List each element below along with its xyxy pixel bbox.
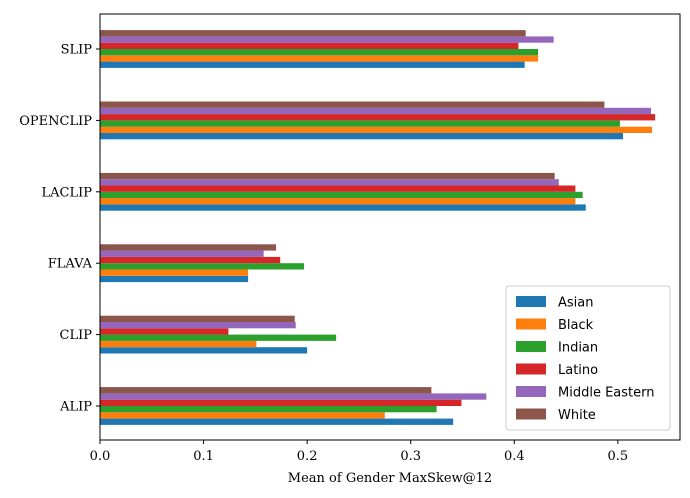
bar-alip-white xyxy=(100,387,432,394)
bar-laclip-latino xyxy=(100,185,576,192)
bar-flava-latino xyxy=(100,256,281,264)
x-axis-label: Mean of Gender MaxSkew@12 xyxy=(288,471,492,486)
legend-label: Indian xyxy=(558,341,598,356)
legend-swatch xyxy=(516,363,546,375)
y-axis: SLIP OPENCLIP LACLIP FLAVA CLIP ALIP xyxy=(19,43,100,415)
bar-flava-white xyxy=(100,244,277,251)
y-tick-label: FLAVA xyxy=(48,257,93,272)
legend: Asian Black Indian Latino Middle Eastern Whit… xyxy=(505,285,671,431)
bar-alip-middle-eastern xyxy=(100,393,487,400)
legend-label: Middle Eastern xyxy=(558,386,654,401)
bar-laclip-indian xyxy=(100,191,583,199)
bar-clip-asian xyxy=(100,347,308,354)
x-tick-label: 0.1 xyxy=(193,449,214,464)
y-tick-label: ALIP xyxy=(59,400,92,415)
plot-frame xyxy=(99,13,681,441)
x-tick-label: 0.0 xyxy=(90,449,111,464)
y-tick-label: CLIP xyxy=(60,328,93,343)
bar-openclip-black xyxy=(100,126,653,133)
bar-laclip-middle-eastern xyxy=(100,179,559,186)
bar-clip-black xyxy=(100,340,257,348)
bar-slip-indian xyxy=(100,49,539,56)
bar-slip-white xyxy=(100,30,526,37)
x-tick-label: 0.4 xyxy=(504,449,525,464)
x-tick-label: 0.5 xyxy=(608,449,629,464)
bar-alip-latino xyxy=(100,399,462,406)
bar-laclip-white xyxy=(100,172,555,180)
bar-clip-white xyxy=(100,315,295,322)
bar-openclip-indian xyxy=(100,120,620,127)
bar-laclip-asian xyxy=(100,204,586,211)
y-tick-label: LACLIP xyxy=(42,185,93,200)
bar-slip-latino xyxy=(100,42,519,49)
x-tick-label: 0.3 xyxy=(400,449,421,464)
legend-swatch xyxy=(516,386,546,397)
legend-label: Black xyxy=(558,318,594,333)
legend-box xyxy=(505,285,671,431)
bar-alip-indian xyxy=(100,406,437,413)
bar-openclip-asian xyxy=(100,133,624,140)
bar-clip-middle-eastern xyxy=(100,322,296,329)
x-axis: 0.0 0.1 0.2 0.3 0.4 0.5 xyxy=(90,440,629,464)
legend-label: Asian xyxy=(558,296,593,311)
bar-flava-indian xyxy=(100,263,305,270)
legend-swatch xyxy=(516,318,546,330)
bar-clip-latino xyxy=(100,328,229,335)
bar-slip-middle-eastern xyxy=(100,36,554,43)
y-tick-label: SLIP xyxy=(61,43,93,58)
bar-alip-asian xyxy=(100,418,454,425)
x-tick-label: 0.2 xyxy=(297,449,318,464)
bars-layer xyxy=(100,30,656,425)
bar-slip-asian xyxy=(100,61,525,68)
y-tick-label: OPENCLIP xyxy=(19,114,92,129)
bar-flava-black xyxy=(100,269,249,276)
bar-openclip-middle-eastern xyxy=(100,107,651,115)
bar-openclip-white xyxy=(100,101,605,108)
bar-alip-black xyxy=(100,412,385,419)
legend-swatch xyxy=(516,408,546,420)
legend-label: Latino xyxy=(558,363,598,378)
legend-label: White xyxy=(558,408,596,423)
bar-slip-black xyxy=(100,55,539,62)
bar-flava-asian xyxy=(100,275,249,283)
legend-swatch xyxy=(516,341,546,352)
bar-flava-middle-eastern xyxy=(100,250,264,257)
bar-openclip-latino xyxy=(100,114,656,121)
legend-swatch xyxy=(516,296,546,307)
bar-laclip-black xyxy=(100,198,576,205)
bar-clip-indian xyxy=(100,334,337,341)
